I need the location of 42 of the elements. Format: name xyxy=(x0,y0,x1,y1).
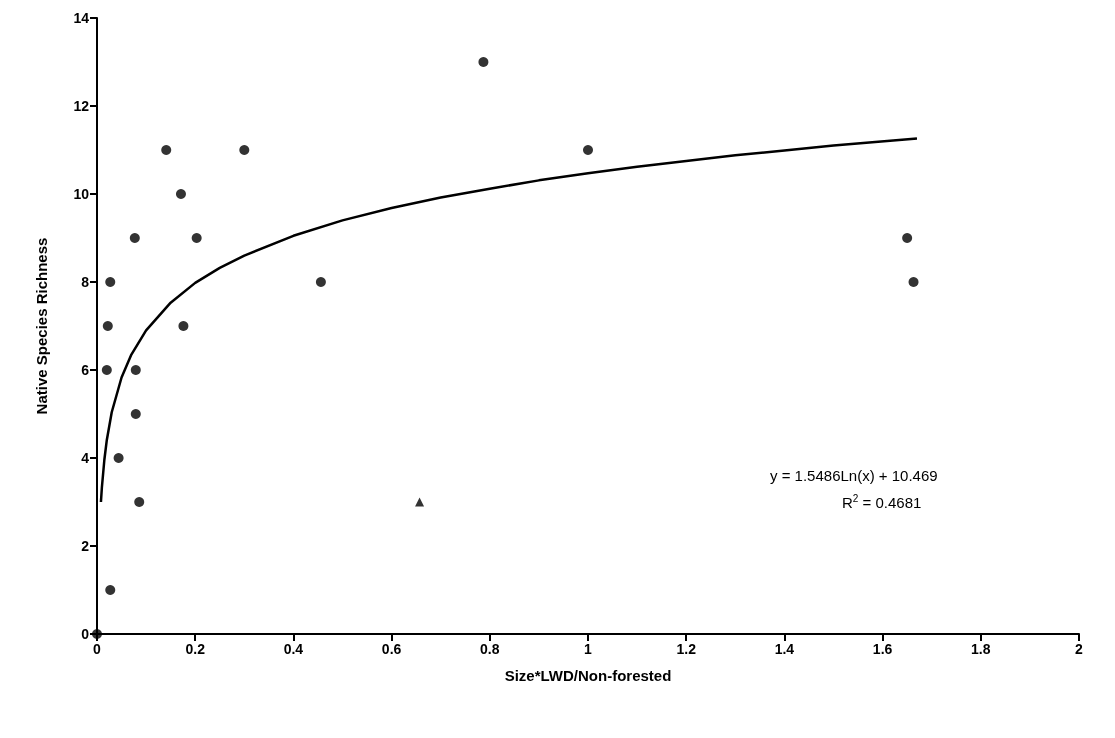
y-tick-label: 4 xyxy=(81,450,90,466)
x-tick-label: 1.4 xyxy=(774,641,795,657)
point xyxy=(478,57,489,67)
point xyxy=(175,189,186,199)
y-axis-title: Native Species Richness xyxy=(33,237,50,415)
point xyxy=(191,233,202,243)
point xyxy=(105,277,116,287)
x-tick-label: 0.2 xyxy=(185,641,206,657)
x-tick-label: 0.6 xyxy=(381,641,402,657)
point xyxy=(130,365,141,375)
y-tick-label: 8 xyxy=(81,274,90,290)
x-tick-label: 0 xyxy=(93,641,102,657)
point xyxy=(105,585,116,595)
x-tick-label: 0.4 xyxy=(283,641,304,657)
x-tick-label: 1.2 xyxy=(676,641,697,657)
y-tick-label: 2 xyxy=(81,538,90,554)
annotation: y = 1.5486Ln(x) + 10.469 xyxy=(770,467,938,484)
point xyxy=(134,497,145,507)
point xyxy=(239,145,250,155)
point xyxy=(161,145,172,155)
point xyxy=(902,233,913,243)
point xyxy=(415,497,425,507)
y-tick-label: 6 xyxy=(81,362,90,378)
point xyxy=(315,277,326,287)
y-tick-label: 0 xyxy=(81,626,90,642)
point xyxy=(102,321,113,331)
point xyxy=(130,409,141,419)
y-tick-label: 10 xyxy=(73,186,90,202)
point xyxy=(178,321,189,331)
y-tick-label: 12 xyxy=(73,98,90,114)
x-tick-label: 0.8 xyxy=(480,641,500,657)
x-axis-title: Size*LWD/Non-forested xyxy=(504,667,672,684)
x-tick-label: 2 xyxy=(1075,641,1084,657)
y-tick-label: 14 xyxy=(73,10,90,26)
x-tick-label: 1.8 xyxy=(971,641,991,657)
x-tick-label: 1 xyxy=(584,641,593,657)
point xyxy=(113,453,124,463)
point xyxy=(583,145,593,155)
x-tick-label: 1.6 xyxy=(872,641,893,657)
point xyxy=(129,233,140,243)
point xyxy=(101,365,112,375)
point xyxy=(908,277,919,287)
